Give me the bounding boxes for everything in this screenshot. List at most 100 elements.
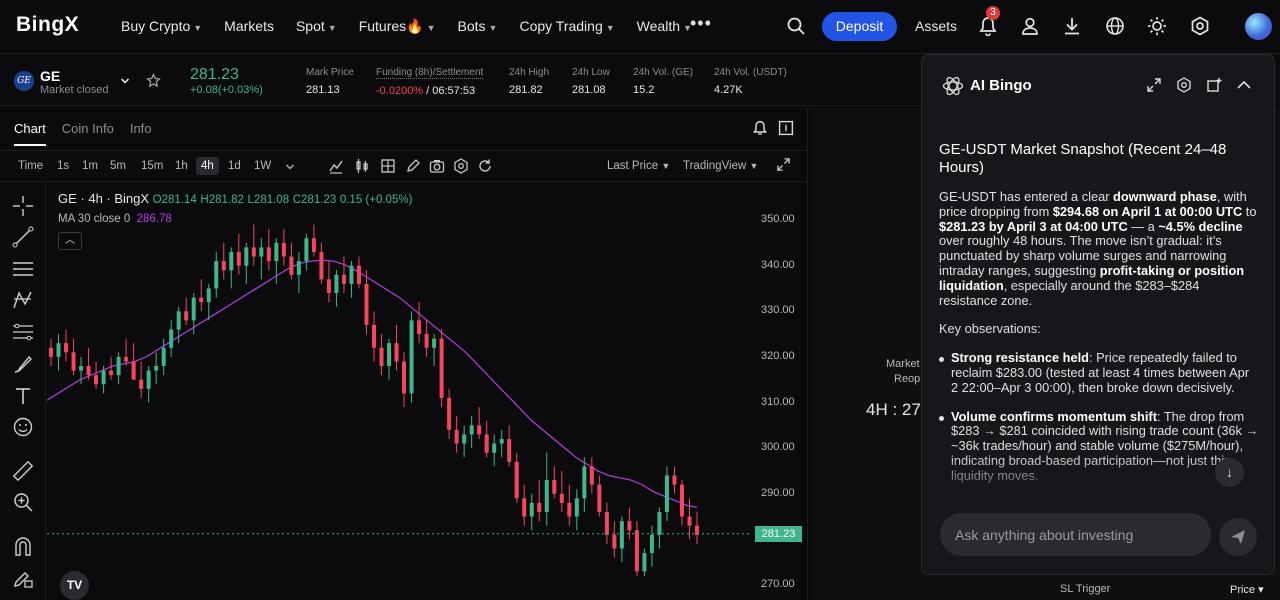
candle-body xyxy=(101,370,106,385)
star-icon[interactable] xyxy=(146,73,161,88)
bingx-logo[interactable]: BingX xyxy=(16,13,80,36)
nav-copy-trading[interactable]: Copy Trading ▼ xyxy=(519,18,615,34)
tf-1h[interactable]: 1h xyxy=(175,160,188,172)
sun-icon[interactable] xyxy=(1147,16,1167,36)
tab-chart[interactable]: Chart xyxy=(14,121,46,146)
stat-24h-vol-ge: 24h Vol. (GE) 15.2 xyxy=(633,67,694,96)
chevron-up-icon[interactable] xyxy=(1236,77,1252,93)
tf-4h[interactable]: 4h xyxy=(196,157,219,175)
fullscreen-icon[interactable] xyxy=(776,157,791,172)
ruler-icon[interactable] xyxy=(12,460,34,482)
alert-bell-icon[interactable] xyxy=(752,120,768,136)
tradingview-logo[interactable]: TV xyxy=(60,571,89,600)
candlestick-chart[interactable] xyxy=(47,183,807,600)
zoom-in-icon[interactable] xyxy=(12,491,34,513)
legend-open: O281.14 xyxy=(152,194,197,206)
sl-price-select[interactable]: Price ▾ xyxy=(1230,584,1264,596)
tradingview-select[interactable]: TradingView ▼ xyxy=(683,160,759,172)
candle-body xyxy=(56,343,61,357)
nav-futures[interactable]: Futures🔥 ▼ xyxy=(358,18,436,34)
candle-body xyxy=(139,379,144,389)
search-icon[interactable] xyxy=(786,16,806,36)
ask-input[interactable] xyxy=(940,513,1211,556)
tf-1s[interactable]: 1s xyxy=(57,160,70,172)
camera-icon[interactable] xyxy=(429,158,445,174)
tab-info[interactable]: Info xyxy=(129,121,152,136)
chevron-down-icon[interactable] xyxy=(120,76,130,86)
nav-spot[interactable]: Spot ▼ xyxy=(295,18,337,34)
deposit-button[interactable]: Deposit xyxy=(822,12,897,41)
emoji-icon[interactable] xyxy=(12,416,34,438)
horizontal-lines-icon[interactable] xyxy=(12,258,34,280)
expand-icon[interactable] xyxy=(1146,77,1162,93)
nav-buy-crypto[interactable]: Buy Crypto ▼ xyxy=(121,18,203,34)
collapse-panel-icon[interactable] xyxy=(778,120,794,136)
more-icon[interactable]: ••• xyxy=(690,13,712,33)
tf-15m[interactable]: 15m xyxy=(141,160,164,172)
text-run: to xyxy=(1242,203,1257,219)
key-observations-label: Key observations: xyxy=(939,321,1041,337)
candle-body xyxy=(236,251,241,266)
candle-body xyxy=(289,256,294,275)
tf-5m[interactable]: 5m xyxy=(110,160,126,172)
user-icon[interactable] xyxy=(1020,16,1040,36)
scroll-down-button[interactable]: ↓ xyxy=(1215,458,1244,487)
stat-24h-high: 24h High 281.82 xyxy=(509,67,550,96)
trend-line-icon[interactable] xyxy=(12,226,34,248)
candle-body xyxy=(304,238,309,262)
chart-settings-icon[interactable] xyxy=(453,158,469,174)
assets-link[interactable]: Assets xyxy=(915,18,958,34)
candle-body xyxy=(439,338,444,398)
chevron-down-icon[interactable] xyxy=(285,162,295,172)
candle-body xyxy=(326,279,331,293)
tf-1d[interactable]: 1d xyxy=(228,160,241,172)
candle-body xyxy=(296,261,301,275)
ai-settings-icon[interactable] xyxy=(1176,77,1192,93)
indicators-icon[interactable] xyxy=(328,158,344,174)
crosshair-icon[interactable] xyxy=(12,195,34,217)
text-icon[interactable] xyxy=(12,385,34,407)
download-icon[interactable] xyxy=(1062,16,1082,36)
new-chat-icon[interactable] xyxy=(1206,77,1222,93)
candles-icon[interactable] xyxy=(354,158,370,174)
legend-high: H281.82 xyxy=(200,194,244,206)
ai-panel-title: AI Bingo xyxy=(970,77,1032,94)
tab-coin-info[interactable]: Coin Info xyxy=(61,121,114,136)
send-icon xyxy=(1231,529,1245,544)
lock-drawing-icon[interactable] xyxy=(12,567,34,589)
layout-icon[interactable] xyxy=(380,158,396,174)
candle-body xyxy=(687,516,692,526)
candle-body xyxy=(499,439,504,444)
candle-body xyxy=(86,366,91,376)
candle-body xyxy=(199,297,204,303)
reopen-countdown: 4H : 27 xyxy=(866,400,921,419)
last-price-select[interactable]: Last Price ▼ xyxy=(607,160,671,172)
legend-collapse-button[interactable]: ︿ xyxy=(58,232,82,250)
fib-icon[interactable] xyxy=(12,321,34,343)
brush-icon[interactable] xyxy=(12,353,34,375)
candle-body xyxy=(484,434,489,453)
nav-wealth[interactable]: Wealth ▼ xyxy=(636,18,692,34)
settings-icon[interactable] xyxy=(1190,16,1210,36)
tf-time[interactable]: Time xyxy=(18,160,44,172)
tf-1w[interactable]: 1W xyxy=(254,160,272,172)
draw-icon[interactable] xyxy=(405,158,421,174)
nav-markets[interactable]: Markets xyxy=(224,18,274,34)
bold-text: $281.23 by April 3 at 04:00 UTC xyxy=(939,218,1128,234)
tf-1m[interactable]: 1m xyxy=(82,160,98,172)
text-run: over roughly 48 hours. The move isn’t gr… xyxy=(939,233,1227,278)
symbol-name[interactable]: GE xyxy=(40,68,61,84)
pattern-icon[interactable] xyxy=(12,289,34,311)
candle-body xyxy=(447,397,452,430)
candle-body xyxy=(387,343,392,366)
magnet-icon[interactable] xyxy=(12,535,34,557)
reset-icon[interactable] xyxy=(477,158,493,174)
nav-bots[interactable]: Bots ▼ xyxy=(457,18,498,34)
ma-legend[interactable]: MA 30 close 0 286.78 xyxy=(58,213,172,225)
stat-funding[interactable]: Funding (8h)/Settlement -0.0200% / 06:57:… xyxy=(376,67,484,97)
candle-body xyxy=(552,480,557,494)
globe-icon[interactable] xyxy=(1105,16,1125,36)
notification-badge: 3 xyxy=(986,6,1000,20)
send-button[interactable] xyxy=(1219,518,1257,556)
avatar[interactable] xyxy=(1245,13,1272,40)
